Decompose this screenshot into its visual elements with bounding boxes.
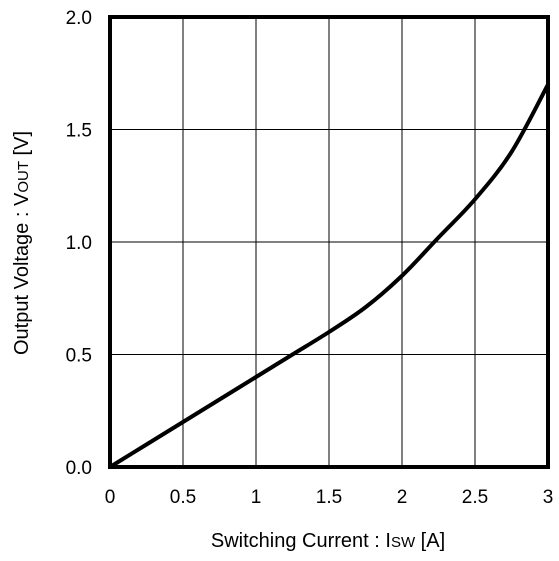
x-tick-label-0: 0 (105, 487, 116, 508)
y-tick-label-2: 1.0 (66, 233, 92, 254)
x-tick-label-6: 3 (543, 487, 554, 508)
plot-frame (108, 15, 550, 469)
y-axis-label-suffix: [V] (11, 131, 33, 161)
y-tick-label-3: 1.5 (66, 121, 92, 142)
y-tick-labels: 0.0 0.5 1.0 1.5 2.0 (66, 8, 92, 479)
x-tick-label-5: 2.5 (462, 487, 488, 508)
x-axis-label: Switching Current : ISW [A] (211, 530, 445, 552)
y-axis-label-subscript: OUT (15, 161, 32, 193)
x-tick-label-1: 0.5 (170, 487, 196, 508)
x-axis-label-suffix: [A] (415, 530, 445, 552)
x-axis-label-subscript: SW (391, 534, 416, 551)
y-tick-label-0: 0.0 (66, 458, 92, 479)
x-axis-label-prefix: Switching Current : I (211, 530, 391, 552)
x-tick-label-2: 1 (251, 487, 262, 508)
series-layer (108, 82, 550, 469)
y-tick-label-1: 0.5 (66, 346, 92, 367)
series-line-0 (108, 82, 550, 469)
x-tick-labels: 0 0.5 1 1.5 2 2.5 3 (105, 487, 554, 508)
x-tick-label-4: 2 (397, 487, 408, 508)
y-tick-label-4: 2.0 (66, 8, 92, 29)
grid-lines (109, 16, 549, 468)
y-axis-label: Output Voltage : VOUT [V] (11, 131, 33, 355)
x-tick-label-3: 1.5 (316, 487, 342, 508)
y-axis-label-prefix: Output Voltage : V (11, 192, 33, 355)
